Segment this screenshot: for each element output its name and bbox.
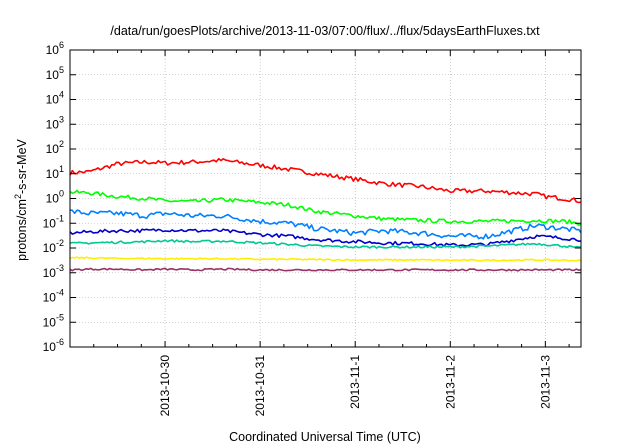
y-tick-label: 104 — [46, 90, 64, 107]
y-tick-label: 10-3 — [43, 263, 64, 280]
y-tick-label: 106 — [46, 40, 64, 57]
y-tick-label: 10-2 — [43, 238, 64, 255]
series-line-7 — [69, 267, 582, 272]
series-line-2 — [69, 189, 582, 226]
x-tick-label: 2013-11-1 — [348, 355, 362, 409]
series-line-3 — [69, 209, 582, 240]
y-axis-label: protons/cm2-s-sr-MeV — [13, 138, 29, 260]
series-line-1 — [69, 157, 582, 204]
x-tick-label: 2013-10-31 — [253, 355, 267, 417]
series-layer — [69, 157, 582, 272]
series-line-4 — [69, 228, 582, 247]
y-tick-label: 10-4 — [43, 288, 64, 305]
y-tick-label: 102 — [46, 139, 64, 156]
y-tick-label: 103 — [46, 114, 64, 131]
ticks — [70, 49, 581, 348]
y-tick-label: 101 — [46, 164, 64, 181]
x-tick-labels: 2013-10-30 2013-10-31 2013-11-1 2013-11-2 20… — [158, 355, 552, 417]
series-line-5 — [69, 239, 582, 249]
y-tick-label: 10-6 — [43, 337, 64, 354]
x-tick-label: 2013-11-2 — [443, 355, 457, 409]
chart-title: /data/run/goesPlots/archive/2013-11-03/0… — [110, 24, 540, 38]
y-tick-label: 105 — [46, 65, 64, 82]
y-tick-label: 10-5 — [43, 312, 64, 329]
x-axis-label: Coordinated Universal Time (UTC) — [229, 430, 421, 444]
x-tick-label: 2013-11-3 — [538, 355, 552, 409]
y-tick-label: 10-1 — [43, 213, 64, 230]
x-tick-label: 2013-10-30 — [158, 355, 172, 417]
series-line-6 — [69, 256, 582, 262]
y-tick-labels: 10-6 10-5 10-4 10-3 10-2 10-1 100 101 102 103 104 1… — [43, 40, 64, 354]
y-tick-label: 100 — [46, 189, 64, 206]
